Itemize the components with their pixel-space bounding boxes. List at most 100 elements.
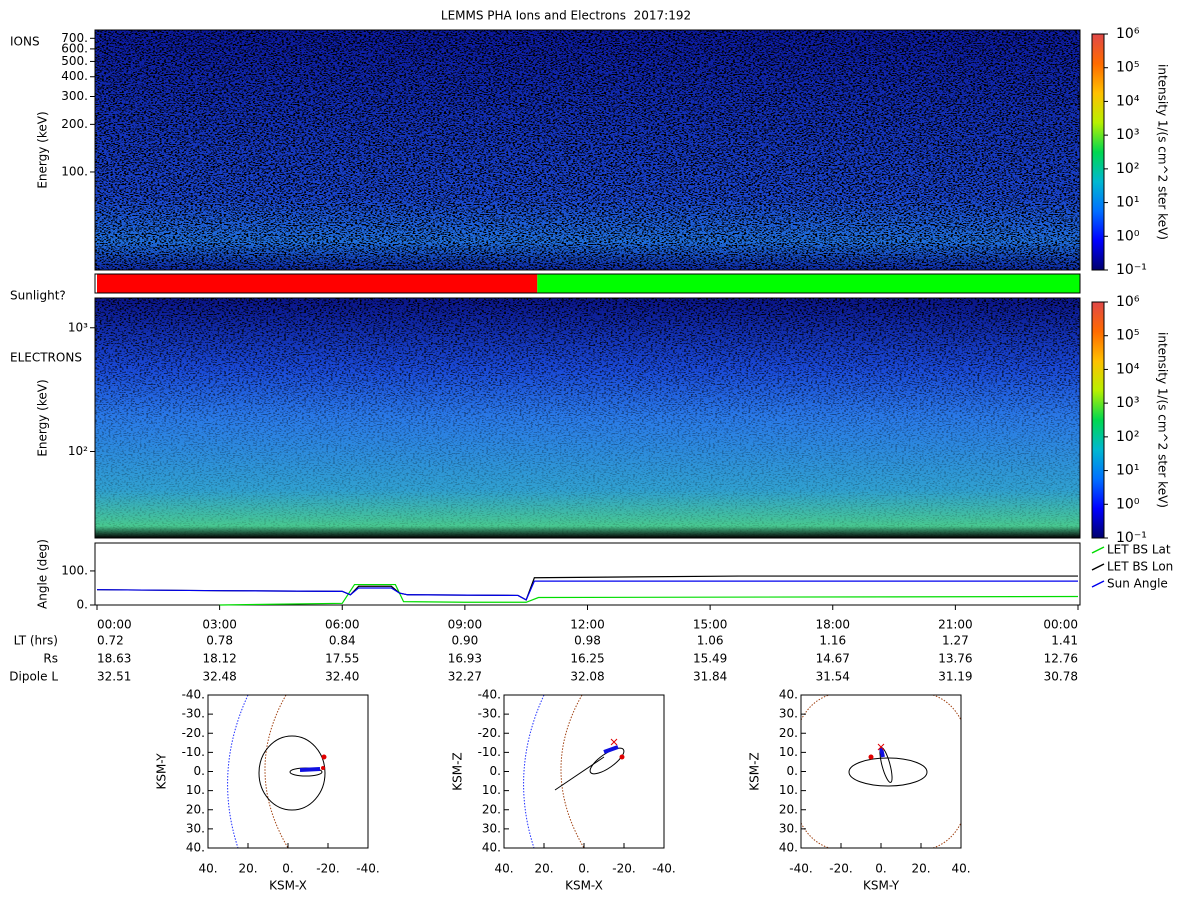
x-tick-label: 0.	[875, 862, 886, 876]
legend-swatch	[1091, 546, 1105, 554]
table-value: 1.27	[942, 634, 969, 648]
y-tick-label: 40.	[779, 841, 798, 855]
table-value: 13.76	[938, 652, 972, 666]
table-value: 14.67	[816, 652, 850, 666]
y-axis-label: Energy (keV)	[36, 111, 50, 188]
table-value: 17.55	[325, 652, 359, 666]
table-value: 0.84	[329, 634, 356, 648]
colorbar-label: intensity 1/(s cm^2 ster keV)	[1156, 64, 1170, 240]
legend-label: LET BS Lon	[1107, 560, 1173, 574]
colorbar-tick-label: 10²	[1116, 161, 1139, 177]
sunlight-segment	[97, 274, 538, 293]
y-tick-label: 200.	[61, 117, 88, 131]
table-value: 0.90	[452, 634, 479, 648]
table-value: 32.40	[325, 670, 359, 684]
legend-label: LET BS Lat	[1107, 543, 1171, 557]
y-axis-label: Angle (deg)	[36, 539, 50, 609]
colorbar-label: intensity 1/(s cm^2 ster keV)	[1156, 332, 1170, 508]
y-tick-label: 10.	[779, 745, 798, 759]
x-tick-label: -20.	[316, 862, 339, 876]
row-label: LT (hrs)	[14, 634, 58, 648]
table-value: 18.63	[97, 652, 131, 666]
y-tick-label: 10.	[186, 783, 205, 797]
table-value: 16.93	[448, 652, 482, 666]
colorbar-tick-label: 10²	[1116, 429, 1139, 445]
table-value: 32.08	[570, 670, 604, 684]
y-axis-label: Energy (keV)	[36, 379, 50, 456]
status-label: Sunlight?	[10, 289, 66, 303]
y-tick-label: 20.	[482, 802, 501, 816]
x-tick-label: 21:00	[938, 618, 973, 632]
x-tick-label: 40.	[494, 862, 513, 876]
table-value: 12.76	[1044, 652, 1078, 666]
y-tick-label: 300.	[61, 89, 88, 103]
table-value: 32.27	[448, 670, 482, 684]
x-tick-label: 20.	[911, 862, 930, 876]
y-tick-label: 0.	[787, 764, 798, 778]
colorbar-tick-label: 10⁴	[1116, 93, 1140, 109]
table-value: 32.51	[97, 670, 131, 684]
y-tick-label: 600.	[61, 41, 88, 55]
y-tick-label: 20.	[779, 726, 798, 740]
table-value: 1.16	[819, 634, 846, 648]
y-tick-label: 0.	[77, 598, 88, 612]
x-tick-label: 0.	[578, 862, 589, 876]
x-tick-label: 0.	[282, 862, 293, 876]
x-tick-label: 12:00	[570, 618, 605, 632]
colorbar-tick-label: 10⁰	[1116, 496, 1140, 512]
y-tick-label: 100.	[61, 563, 88, 577]
orbit-drawing	[800, 694, 962, 849]
table-value: 32.48	[202, 670, 236, 684]
y-tick-label: 100.	[61, 164, 88, 178]
colorbar-tick-label: 10⁴	[1116, 361, 1140, 377]
spectrogram-noise	[95, 298, 1080, 538]
panel-label: IONS	[10, 35, 40, 49]
series-line	[96, 580, 1078, 601]
y-tick-label: 40.	[482, 841, 501, 855]
frame	[94, 297, 1081, 539]
colorbar-tick-label: 10⁵	[1116, 328, 1139, 344]
table-value: 0.98	[574, 634, 601, 648]
y-axis-label: KSM-Z	[748, 752, 762, 790]
y-tick-label: 700.	[61, 31, 88, 45]
colorbar-tick-label: 10³	[1116, 395, 1139, 411]
y-axis-label: KSM-Z	[451, 752, 465, 790]
y-tick-label: 10²	[68, 444, 88, 458]
y-tick-label: -40.	[478, 688, 501, 702]
y-tick-label: 30.	[779, 821, 798, 835]
x-tick-label: 20.	[534, 862, 553, 876]
x-tick-label: -20.	[612, 862, 635, 876]
y-tick-label: 30.	[186, 821, 205, 835]
frame	[800, 694, 962, 849]
colorbar	[1091, 301, 1105, 539]
legend-swatch	[1091, 580, 1105, 588]
panel-label: ELECTRONS	[10, 351, 82, 365]
panels: LEMMS PHA Ions and Electrons 2017:192 700…	[9, 9, 1173, 893]
legend-label: Sun Angle	[1107, 577, 1168, 591]
colorbar-tick-label: 10⁵	[1116, 60, 1139, 76]
x-tick-label: 15:00	[693, 618, 728, 632]
y-tick-label: 30.	[779, 707, 798, 721]
spectrogram-noise	[95, 30, 1080, 270]
chart-title: LEMMS PHA Ions and Electrons 2017:192	[441, 9, 691, 23]
orbit-drawing	[227, 694, 327, 849]
colorbar-tick-label: 10⁶	[1116, 294, 1140, 310]
row-label: Rs	[43, 652, 58, 666]
y-tick-label: 10.	[779, 783, 798, 797]
table-value: 15.49	[693, 652, 727, 666]
x-tick-label: -40.	[789, 862, 812, 876]
y-tick-label: -10.	[182, 745, 205, 759]
y-tick-label: 0.	[194, 764, 205, 778]
orbit-drawing	[523, 694, 625, 849]
colorbar-tick-label: 10³	[1116, 127, 1139, 143]
x-tick-label: -20.	[829, 862, 852, 876]
frame	[94, 542, 1081, 606]
x-tick-label: 18:00	[815, 618, 850, 632]
frame	[94, 273, 1081, 294]
x-tick-label: -40.	[652, 862, 675, 876]
colorbar-tick-label: 10¹	[1116, 195, 1139, 211]
table-value: 1.06	[697, 634, 724, 648]
y-tick-label: -40.	[182, 688, 205, 702]
y-tick-label: -20.	[182, 726, 205, 740]
